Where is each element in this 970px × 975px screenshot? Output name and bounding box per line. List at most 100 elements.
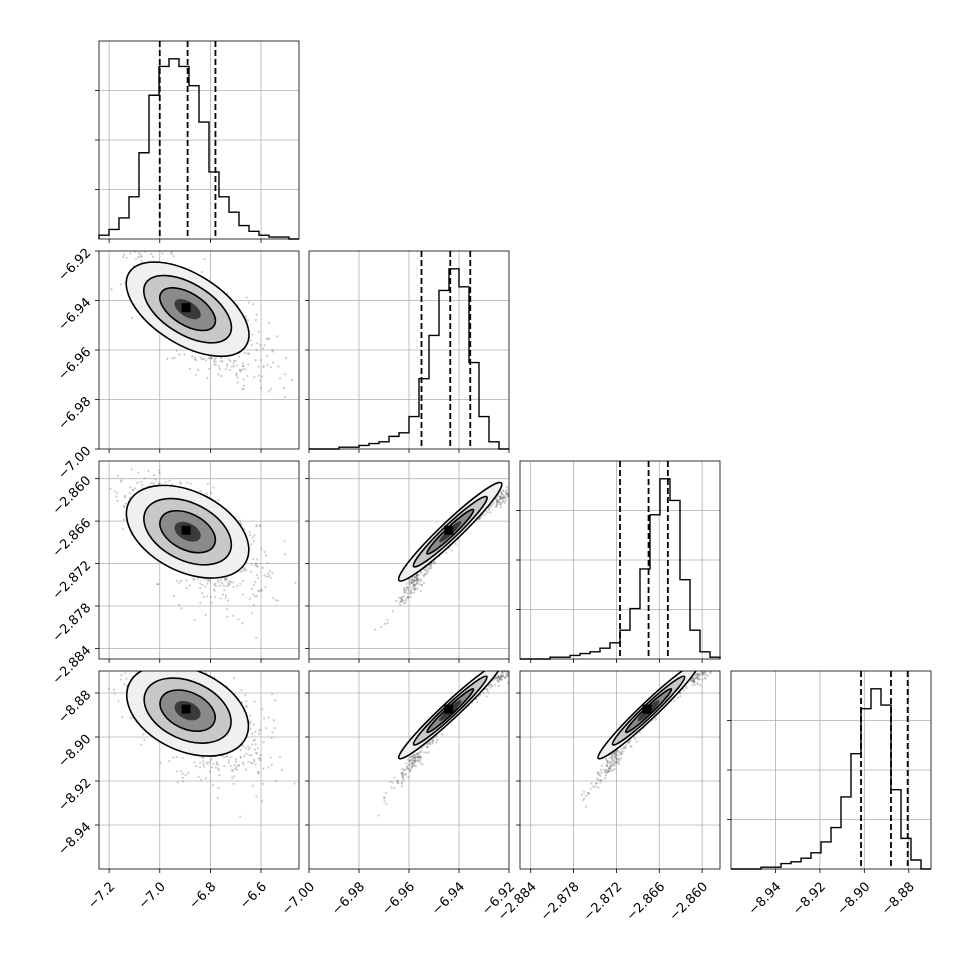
sample-point xyxy=(157,483,161,486)
sample-point xyxy=(418,751,421,754)
sample-point xyxy=(249,339,253,342)
sample-point xyxy=(199,601,202,605)
sample-point xyxy=(401,772,404,775)
sample-point xyxy=(242,388,246,391)
y-tick-label: −8.94 xyxy=(56,820,95,859)
sample-point xyxy=(214,360,217,364)
x-tick-label: −6.8 xyxy=(187,879,220,912)
sample-point xyxy=(242,378,245,381)
sample-point xyxy=(511,483,513,485)
sample-point xyxy=(689,679,692,682)
sample-point xyxy=(424,569,427,572)
sample-point xyxy=(264,554,268,557)
sample-point xyxy=(607,769,610,773)
sample-point xyxy=(501,497,504,500)
sample-point xyxy=(134,487,137,490)
sample-point xyxy=(252,739,255,742)
x-tick-label: −2.872 xyxy=(581,879,626,924)
sample-point xyxy=(221,360,224,363)
sample-point xyxy=(254,564,257,567)
sample-point xyxy=(696,677,699,680)
sample-point xyxy=(420,756,423,759)
sample-point xyxy=(253,375,256,379)
sample-point xyxy=(406,595,410,599)
sample-point xyxy=(607,770,610,773)
sample-point xyxy=(676,696,679,699)
axes-frame xyxy=(308,460,510,660)
sample-point xyxy=(192,578,196,581)
sample-point xyxy=(122,683,126,686)
sample-point xyxy=(227,759,231,762)
sample-point xyxy=(414,587,417,591)
sample-point xyxy=(408,759,411,763)
sample-point xyxy=(129,717,133,720)
sample-point xyxy=(624,744,628,747)
sample-point xyxy=(512,663,514,665)
sample-point xyxy=(696,676,699,680)
sample-point xyxy=(614,756,617,759)
x-tick-label: −8.88 xyxy=(879,879,918,918)
sample-point xyxy=(261,347,264,350)
sample-point xyxy=(404,588,408,592)
sample-point xyxy=(728,651,730,653)
sample-point xyxy=(119,283,122,286)
sample-point xyxy=(525,662,527,664)
sample-point xyxy=(498,501,501,504)
sample-point xyxy=(173,594,176,597)
sample-point xyxy=(423,568,426,571)
sample-point xyxy=(199,586,202,590)
sample-point xyxy=(702,672,705,676)
sample-point xyxy=(716,663,718,665)
sample-point xyxy=(414,587,417,590)
sample-point xyxy=(235,765,238,768)
sample-point xyxy=(136,481,139,485)
sample-point xyxy=(500,671,503,674)
sample-point xyxy=(415,756,419,759)
sample-point xyxy=(414,758,417,761)
sample-point xyxy=(230,365,233,368)
sample-point xyxy=(168,479,171,482)
sample-point xyxy=(608,769,611,773)
sample-point xyxy=(496,674,500,677)
sample-point xyxy=(606,764,609,767)
x-tick-label: −6.96 xyxy=(379,879,418,918)
sample-point xyxy=(416,587,419,590)
sample-point xyxy=(96,261,98,263)
sample-point xyxy=(496,499,499,503)
sample-point xyxy=(249,728,252,731)
sample-point xyxy=(143,477,146,480)
y-tick-label: −2.860 xyxy=(50,473,95,518)
sample-point xyxy=(266,363,269,366)
sample-point xyxy=(706,668,708,670)
sample-point xyxy=(635,740,638,743)
sample-point xyxy=(411,755,414,759)
sample-point xyxy=(431,741,434,744)
sample-point xyxy=(407,776,410,779)
sample-point xyxy=(251,743,254,746)
sample-point xyxy=(270,348,274,352)
x-tick-label: −8.94 xyxy=(746,879,785,918)
sample-point xyxy=(620,752,623,755)
sample-point xyxy=(245,700,248,703)
sample-point xyxy=(592,785,595,788)
sample-point xyxy=(404,599,408,602)
sample-point xyxy=(195,765,198,768)
sample-point xyxy=(433,562,436,565)
scatter-panel-0-2 xyxy=(95,460,300,663)
sample-point xyxy=(502,490,505,493)
sample-point xyxy=(260,375,264,378)
sample-point xyxy=(158,471,161,475)
sample-point xyxy=(247,352,251,355)
sample-point xyxy=(608,767,611,770)
sample-point xyxy=(271,361,275,364)
sample-point xyxy=(604,757,608,761)
sample-point xyxy=(243,368,247,371)
sample-point xyxy=(608,760,611,763)
sample-point xyxy=(416,756,419,759)
axes-frame xyxy=(98,250,300,450)
sample-point xyxy=(515,493,517,495)
sample-point xyxy=(499,498,502,501)
sample-point xyxy=(596,777,599,780)
sample-point xyxy=(416,578,419,582)
sample-point xyxy=(220,582,224,585)
